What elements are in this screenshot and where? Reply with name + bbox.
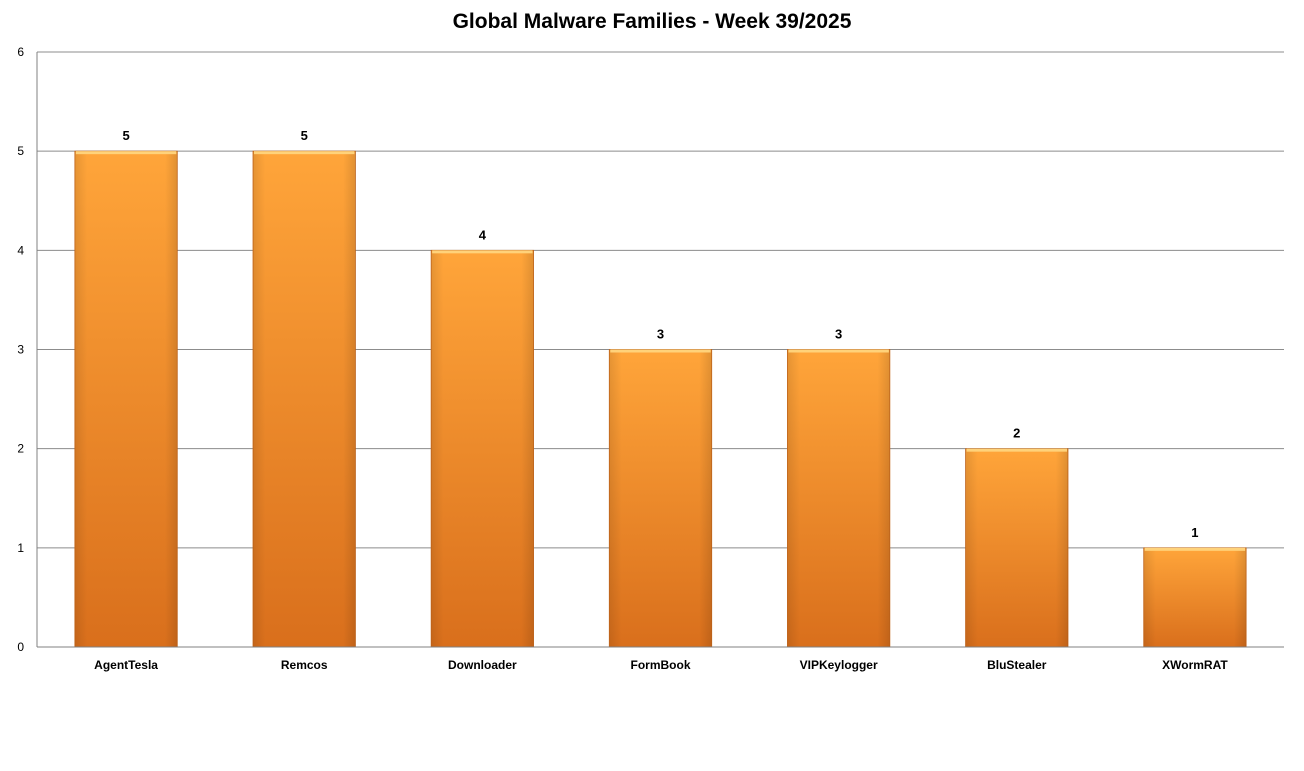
data-label: 1: [1191, 525, 1198, 540]
bar-shading: [252, 151, 356, 647]
bar-shading: [431, 250, 534, 648]
y-tick-label: 0: [17, 640, 24, 654]
bar-top-highlight: [788, 349, 889, 353]
x-tick-label: XWormRAT: [1162, 658, 1228, 672]
data-label: 3: [657, 327, 664, 342]
data-label: 4: [479, 227, 487, 242]
bar-top-highlight: [432, 250, 533, 254]
bar-shading: [787, 349, 890, 647]
data-label: 2: [1013, 426, 1020, 441]
bar-top-highlight: [1144, 547, 1246, 551]
y-tick-label: 5: [17, 144, 24, 158]
bar-top-highlight: [966, 448, 1068, 452]
y-tick-label: 4: [17, 243, 24, 257]
bar-shading: [609, 349, 712, 647]
y-tick-label: 2: [17, 442, 24, 456]
x-tick-label: FormBook: [631, 658, 691, 672]
bar-shading: [74, 151, 178, 647]
x-tick-label: Remcos: [281, 658, 328, 672]
axes: [36, 52, 1284, 648]
bar-shading: [965, 448, 1069, 647]
bars: [74, 150, 1247, 648]
x-axis-categories: AgentTesla Remcos Downloader FormBook VIPKey…: [94, 658, 1228, 672]
chart-title: Global Malware Families - Week 39/2025: [452, 10, 852, 33]
x-tick-label: AgentTesla: [94, 658, 158, 672]
data-label: 5: [122, 128, 129, 143]
bar-shading: [1143, 547, 1247, 647]
data-label: 3: [835, 327, 842, 342]
y-axis-ticks: 0 1 2 3 4 5 6: [17, 45, 24, 654]
bar-top-highlight: [253, 151, 355, 155]
data-label: 5: [301, 128, 308, 143]
y-tick-label: 1: [17, 541, 24, 555]
bar-top-highlight: [75, 151, 177, 155]
value-labels: 5 5 4 3 3 2 1: [122, 128, 1198, 540]
y-tick-label: 6: [17, 45, 24, 59]
y-tick-label: 3: [17, 343, 24, 357]
x-tick-label: Downloader: [448, 658, 517, 672]
bar-top-highlight: [610, 349, 711, 353]
x-tick-label: BluStealer: [987, 658, 1047, 672]
x-tick-label: VIPKeylogger: [800, 658, 878, 672]
